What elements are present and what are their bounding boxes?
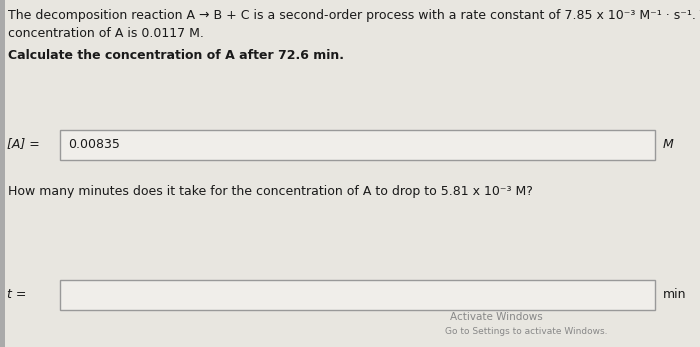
Text: Calculate the concentration of A after 72.6 min.: Calculate the concentration of A after 7…	[8, 49, 344, 62]
FancyBboxPatch shape	[0, 0, 5, 347]
Text: 0.00835: 0.00835	[68, 137, 120, 151]
Text: [A] =: [A] =	[7, 137, 40, 151]
Text: concentration of A is 0.0117 M.: concentration of A is 0.0117 M.	[8, 27, 204, 40]
Text: Activate Windows: Activate Windows	[450, 312, 542, 322]
Text: The decomposition reaction A → B + C is a second-order process with a rate const: The decomposition reaction A → B + C is …	[8, 9, 700, 22]
FancyBboxPatch shape	[60, 280, 655, 310]
Text: M: M	[663, 137, 673, 151]
Text: min: min	[663, 288, 687, 301]
Text: How many minutes does it take for the concentration of A to drop to 5.81 x 10⁻³ : How many minutes does it take for the co…	[8, 185, 533, 198]
FancyBboxPatch shape	[60, 130, 655, 160]
Text: t =: t =	[7, 288, 27, 301]
Text: Go to Settings to activate Windows.: Go to Settings to activate Windows.	[445, 327, 608, 336]
